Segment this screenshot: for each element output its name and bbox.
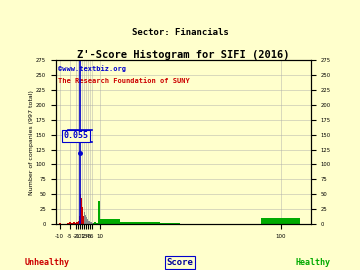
Bar (71, 223, 73, 224)
Text: The Research Foundation of SUNY: The Research Foundation of SUNY (58, 78, 190, 84)
Bar (81, 198, 82, 224)
Bar (90, 222, 91, 224)
Bar (93, 223, 94, 224)
Bar (160, 223, 180, 224)
Bar (89, 221, 90, 224)
Bar (84, 212, 85, 224)
Bar (98, 201, 100, 224)
Text: Healthy: Healthy (296, 258, 331, 267)
Title: Z'-Score Histogram for SIFI (2016): Z'-Score Histogram for SIFI (2016) (77, 50, 289, 60)
Text: Score: Score (167, 258, 193, 267)
Text: 0.055: 0.055 (64, 131, 89, 140)
Bar (92, 223, 93, 224)
Bar (140, 222, 160, 224)
Bar (261, 218, 300, 224)
Bar (83, 213, 84, 224)
Y-axis label: Number of companies (997 total): Number of companies (997 total) (30, 90, 35, 195)
Text: Unhealthy: Unhealthy (24, 258, 69, 267)
Bar (85, 215, 86, 224)
Bar (88, 221, 89, 224)
Bar (86, 217, 87, 224)
Bar (73, 222, 75, 224)
Bar (79, 216, 80, 224)
Bar (100, 219, 120, 224)
Text: ©www.textbiz.org: ©www.textbiz.org (58, 65, 126, 72)
Bar (91, 222, 92, 224)
Bar (76, 222, 77, 224)
Bar (75, 223, 76, 224)
Bar (69, 222, 71, 224)
Bar (87, 219, 88, 224)
Bar (78, 221, 79, 224)
Bar (120, 222, 140, 224)
Bar (82, 211, 83, 224)
Bar (80, 194, 81, 224)
Text: Sector: Financials: Sector: Financials (132, 28, 228, 37)
Bar (77, 222, 78, 224)
Bar (94, 222, 96, 224)
Bar (96, 223, 98, 224)
